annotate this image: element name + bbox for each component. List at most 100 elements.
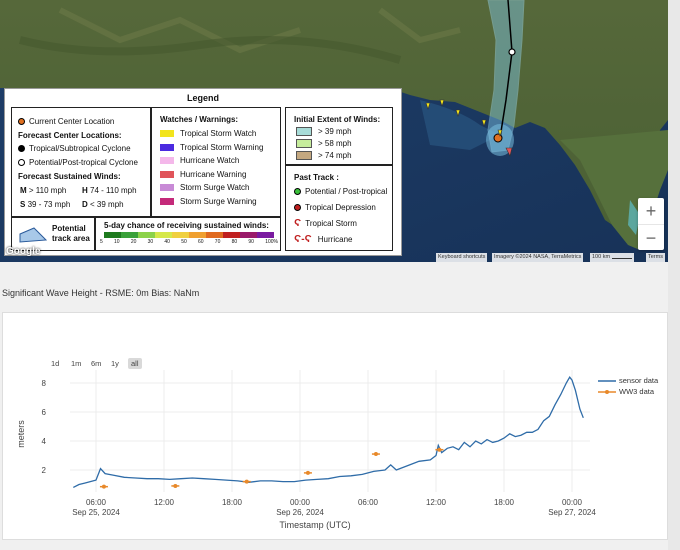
scale-color-cell (104, 232, 121, 238)
green-circle-icon (294, 188, 301, 196)
red-circle-icon (294, 204, 301, 212)
range-button-1y[interactable]: 1y (111, 359, 119, 368)
y-axis-label: meters (16, 420, 26, 448)
filled-circle-icon (18, 145, 25, 153)
ww3-data-point (305, 470, 310, 475)
scale-tick-label: 10 (114, 239, 120, 245)
x-tick-label: 12:00 (154, 498, 175, 507)
legend-forecast-box: Current Center Location Forecast Center … (11, 107, 151, 217)
x-tick-label: 06:00 (86, 498, 107, 507)
watch-color-swatch (160, 184, 174, 192)
legend-forecast-centers-heading: Forecast Center Locations: (18, 131, 122, 140)
x-tick-date-label: Sep 27, 2024 (548, 508, 596, 517)
scale-color-cell (240, 232, 257, 238)
range-button-1d[interactable]: 1d (51, 359, 60, 368)
terms-link[interactable]: Terms (646, 253, 665, 262)
legend-watch-item: Storm Surge Warning (160, 197, 257, 207)
legend-past-post-tropical: Potential / Post-tropical (294, 187, 387, 197)
map-scale: 100 km (590, 253, 634, 262)
scale-tick-label: 80 (231, 239, 238, 245)
legend-wind-extent-item: > 39 mph (296, 127, 352, 137)
legend-watch-item: Tropical Storm Watch (160, 129, 256, 139)
scale-tick-label: 20 (130, 239, 137, 245)
range-button-6m[interactable]: 6m (91, 359, 102, 368)
sensor-data-line (73, 376, 584, 488)
x-tick-label: 00:00 (290, 498, 311, 507)
scale-color-cell (257, 232, 274, 238)
legend-current-center: Current Center Location (18, 117, 114, 127)
range-button-1m[interactable]: 1m (71, 359, 82, 368)
legend-title: Legend (186, 93, 219, 103)
legend-wind-extent-item: > 58 mph (296, 139, 352, 149)
x-axis-label: Timestamp (UTC) (279, 520, 350, 530)
legend-potential-track-box: Potential track area (11, 217, 95, 251)
legend-five-day-heading: 5-day chance of receiving sustained wind… (104, 221, 269, 230)
google-logo: Google (6, 246, 41, 257)
x-tick-label: 00:00 (562, 498, 583, 507)
scale-tick-label: 50 (181, 239, 187, 245)
scale-tick-label: 30 (147, 239, 154, 245)
legend-watches-heading: Watches / Warnings: (160, 115, 239, 124)
legend-wind-h: H 74 - 110 mph (82, 186, 137, 195)
scale-color-cell (189, 232, 206, 238)
sensor-line-swatch (598, 379, 616, 382)
map-zoom-control[interactable]: + − (638, 198, 664, 250)
y-tick-label: 4 (42, 437, 47, 446)
legend-five-day-box: 5-day chance of receiving sustained wind… (95, 217, 281, 251)
scale-color-cell (138, 232, 155, 238)
current-center-icon (18, 118, 25, 126)
ww3-data-point (101, 484, 106, 489)
zoom-out-button[interactable]: − (645, 228, 657, 248)
legend-past-track-heading: Past Track : (294, 173, 339, 182)
scale-color-cell (121, 232, 138, 238)
y-tick-label: 6 (42, 408, 47, 417)
ww3-marker-swatch (598, 389, 616, 394)
plot-title: Significant Wave Height - RSME: 0m Bias:… (2, 288, 200, 298)
keyboard-shortcuts-link[interactable]: Keyboard shortcuts (436, 253, 488, 262)
scale-tick-label: 90 (248, 239, 254, 245)
legend-watch-item: Hurricane Warning (160, 170, 246, 180)
x-tick-label: 18:00 (222, 498, 243, 507)
x-tick-label: 06:00 (358, 498, 379, 507)
scale-tick-label: 100% (265, 239, 278, 245)
scale-color-cell (155, 232, 172, 238)
plot-panel (2, 312, 668, 540)
ww3-data-point (437, 447, 442, 452)
legend-watch-item: Tropical Storm Warning (160, 143, 263, 153)
scale-color-cell (206, 232, 223, 238)
chart-legend[interactable]: sensor data WW3 data (598, 375, 658, 397)
legend-sensor-item[interactable]: sensor data (598, 375, 658, 386)
ww3-data-point (173, 483, 178, 488)
x-tick-label: 12:00 (426, 498, 447, 507)
legend-past-hurricane: Ϛ-Ϛ Hurricane (294, 234, 353, 245)
scale-color-cell (223, 232, 240, 238)
scale-tick-label: 5 (100, 239, 103, 245)
watch-color-swatch (160, 130, 174, 138)
scale-color-cell (172, 232, 189, 238)
legend-past-track-box: Past Track : Potential / Post-tropical T… (285, 165, 393, 251)
legend-initial-winds-box: Initial Extent of Winds: > 39 mph > 58 mp… (285, 107, 393, 165)
watch-color-swatch (160, 170, 174, 178)
legend-wind-d: D < 39 mph (82, 200, 124, 209)
hurricane-icon: Ϛ-Ϛ (294, 234, 312, 245)
legend-forecast-winds-heading: Forecast Sustained Winds: (18, 172, 121, 181)
legend-wind-extent-item: > 74 mph (296, 151, 352, 161)
legend-wind-s: S 39 - 73 mph (20, 200, 71, 209)
wind-extent-swatch (296, 127, 312, 137)
zoom-in-button[interactable]: + (638, 198, 664, 225)
legend-wind-m: M > 110 mph (20, 186, 67, 195)
legend-initial-winds-heading: Initial Extent of Winds: (294, 115, 381, 124)
legend-ww3-item[interactable]: WW3 data (598, 386, 658, 397)
page-scrollbar[interactable] (668, 0, 680, 550)
hollow-circle-icon (18, 159, 25, 167)
x-tick-date-label: Sep 25, 2024 (72, 508, 120, 517)
five-day-color-scale (104, 232, 274, 238)
wind-extent-swatch (296, 139, 312, 149)
scale-tick-label: 60 (198, 239, 204, 245)
ww3-data-point (373, 452, 378, 457)
ww3-data-point (244, 479, 249, 484)
range-button-all[interactable]: all (128, 358, 142, 369)
wind-extent-swatch (296, 151, 312, 161)
legend-watch-item: Hurricane Watch (160, 156, 239, 166)
